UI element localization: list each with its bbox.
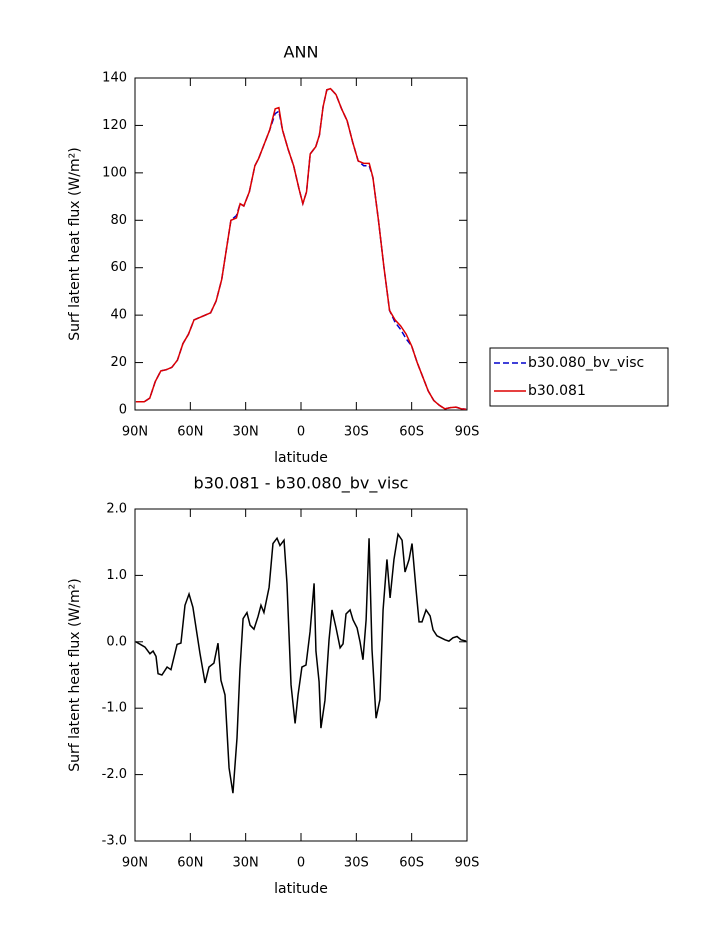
series-line <box>135 532 467 794</box>
legend-box <box>489 347 669 407</box>
chart-title: ANN <box>284 43 319 62</box>
legend-label: b30.081 <box>528 383 586 399</box>
y-tick-label: 20 <box>110 355 127 370</box>
y-tick-label: 100 <box>102 165 127 180</box>
x-axis-label: latitude <box>274 881 328 897</box>
y-tick-label: -1.0 <box>102 701 127 716</box>
y-tick-label: 60 <box>110 260 127 275</box>
x-tick-label: 30N <box>233 856 259 871</box>
x-tick-label: 30N <box>233 425 259 440</box>
x-tick-label: 60N <box>177 425 203 440</box>
x-tick-label: 90N <box>122 425 148 440</box>
x-tick-label: 60S <box>399 856 424 871</box>
y-tick-label: 0 <box>119 403 127 418</box>
x-tick-label: 0 <box>297 425 305 440</box>
y-tick-label: 2.0 <box>106 502 127 517</box>
series-line <box>135 87 467 411</box>
x-tick-label: 90S <box>455 856 480 871</box>
y-tick-label: 80 <box>110 213 127 228</box>
y-tick-label: -2.0 <box>102 767 127 782</box>
y-tick-label: -3.0 <box>102 834 127 849</box>
y-tick-label: 0.0 <box>106 634 127 649</box>
x-axis-label: latitude <box>274 450 328 466</box>
x-tick-label: 30S <box>344 856 369 871</box>
y-tick-label: 140 <box>102 71 127 86</box>
x-tick-label: 0 <box>297 856 305 871</box>
y-tick-label: 40 <box>110 308 127 323</box>
y-tick-label: 1.0 <box>106 568 127 583</box>
y-axis-label: Surf latent heat flux (W/m²) <box>67 147 83 340</box>
x-tick-label: 60N <box>177 856 203 871</box>
y-axis-label: Surf latent heat flux (W/m²) <box>67 578 83 771</box>
chart-title: b30.081 - b30.080_bv_visc <box>194 474 409 494</box>
x-tick-label: 60S <box>399 425 424 440</box>
legend-label: b30.080_bv_visc <box>528 355 644 371</box>
y-tick-label: 120 <box>102 118 127 133</box>
x-tick-label: 90N <box>122 856 148 871</box>
x-tick-label: 90S <box>455 425 480 440</box>
x-tick-label: 30S <box>344 425 369 440</box>
